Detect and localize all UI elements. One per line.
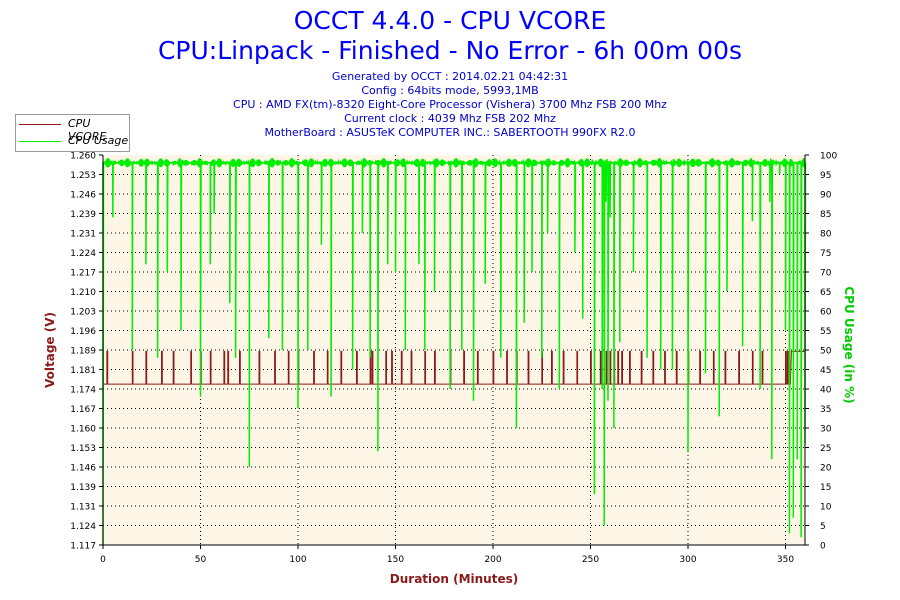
y-right-tick-label: 95: [820, 171, 831, 181]
y-left-tick-label: 1.153: [70, 444, 96, 454]
info-config: Config : 64bits mode, 5993,1MB: [361, 84, 539, 97]
x-tick-label: 50: [195, 555, 207, 565]
y-left-tick-label: 1.196: [70, 327, 96, 337]
chart-title: OCCT 4.4.0 - CPU VCORE: [293, 6, 607, 35]
y-right-tick-label: 80: [820, 230, 832, 240]
x-tick-label: 350: [777, 555, 794, 565]
y-right-tick-label: 35: [820, 405, 831, 415]
y-axis-label-left: Voltage (V): [43, 312, 57, 388]
info-generated: Generated by OCCT : 2014.02.21 04:42:31: [331, 70, 569, 83]
vcore-series-line: [103, 350, 805, 385]
y-right-tick-label: 75: [820, 249, 831, 259]
x-tick-label: 150: [387, 555, 404, 565]
y-right-tick-label: 10: [820, 503, 832, 513]
y-right-tick-label: 55: [820, 327, 831, 337]
x-tick-label: 0: [100, 555, 106, 565]
legend-item-usage: CPU Usage: [16, 133, 129, 150]
info-current-clock: Current clock : 4039 Mhz FSB 202 Mhz: [344, 112, 556, 125]
y-right-tick-label: 20: [820, 464, 832, 474]
y-left-tick-label: 1.224: [70, 249, 96, 259]
y-right-tick-label: 100: [820, 152, 837, 162]
legend: CPU VCORE CPU Usage: [15, 114, 130, 152]
y-left-tick-label: 1.203: [70, 308, 96, 318]
x-axis-label: Duration (Minutes): [390, 572, 518, 586]
y-right-tick-label: 25: [820, 444, 831, 454]
y-axis-label-right: CPU Usage (in %): [842, 286, 856, 403]
y-right-tick-label: 30: [820, 425, 832, 435]
y-left-tick-label: 1.253: [70, 171, 96, 181]
legend-label-usage: CPU Usage: [68, 134, 129, 147]
y-left-tick-label: 1.160: [70, 425, 96, 435]
chart-subtitle: CPU:Linpack - Finished - No Error - 6h 0…: [157, 36, 743, 65]
legend-label-vcore: CPU VCORE: [68, 117, 107, 143]
y-left-tick-label: 1.117: [70, 542, 96, 552]
y-left-tick-label: 1.139: [70, 483, 96, 493]
y-right-tick-label: 85: [820, 210, 831, 220]
legend-item-vcore: CPU VCORE: [16, 116, 129, 143]
y-left-tick-label: 1.246: [70, 191, 96, 201]
y-left-tick-label: 1.174: [70, 386, 96, 396]
y-right-tick-label: 50: [820, 347, 832, 357]
y-left-tick-label: 1.124: [70, 522, 96, 532]
y-right-tick-label: 0: [820, 542, 826, 552]
y-left-tick-label: 1.217: [70, 269, 96, 279]
y-left-tick-label: 1.260: [70, 152, 96, 162]
y-right-tick-label: 40: [820, 386, 832, 396]
x-tick-label: 200: [484, 555, 501, 565]
x-tick-label: 250: [582, 555, 599, 565]
y-right-tick-label: 65: [820, 288, 831, 298]
y-left-tick-label: 1.181: [70, 366, 96, 376]
legend-swatch-usage: [19, 141, 61, 142]
y-left-tick-label: 1.189: [70, 347, 96, 357]
y-left-tick-label: 1.231: [70, 230, 96, 240]
usage-series-line: [102, 158, 807, 546]
legend-swatch-vcore: [19, 124, 61, 125]
y-right-tick-label: 15: [820, 483, 831, 493]
y-right-tick-label: 70: [820, 269, 832, 279]
x-tick-label: 300: [679, 555, 696, 565]
info-cpu: CPU : AMD FX(tm)-8320 Eight-Core Process…: [233, 98, 667, 111]
y-left-tick-label: 1.210: [70, 288, 96, 298]
y-right-tick-label: 5: [820, 522, 826, 532]
y-left-tick-label: 1.131: [70, 503, 96, 513]
info-motherboard: MotherBoard : ASUSTeK COMPUTER INC.: SAB…: [264, 126, 636, 139]
x-tick-label: 100: [289, 555, 306, 565]
y-right-tick-label: 60: [820, 308, 832, 318]
y-left-tick-label: 1.239: [70, 210, 96, 220]
y-right-tick-label: 90: [820, 191, 832, 201]
y-left-tick-label: 1.146: [70, 464, 96, 474]
y-right-tick-label: 45: [820, 366, 831, 376]
y-left-tick-label: 1.167: [70, 405, 96, 415]
